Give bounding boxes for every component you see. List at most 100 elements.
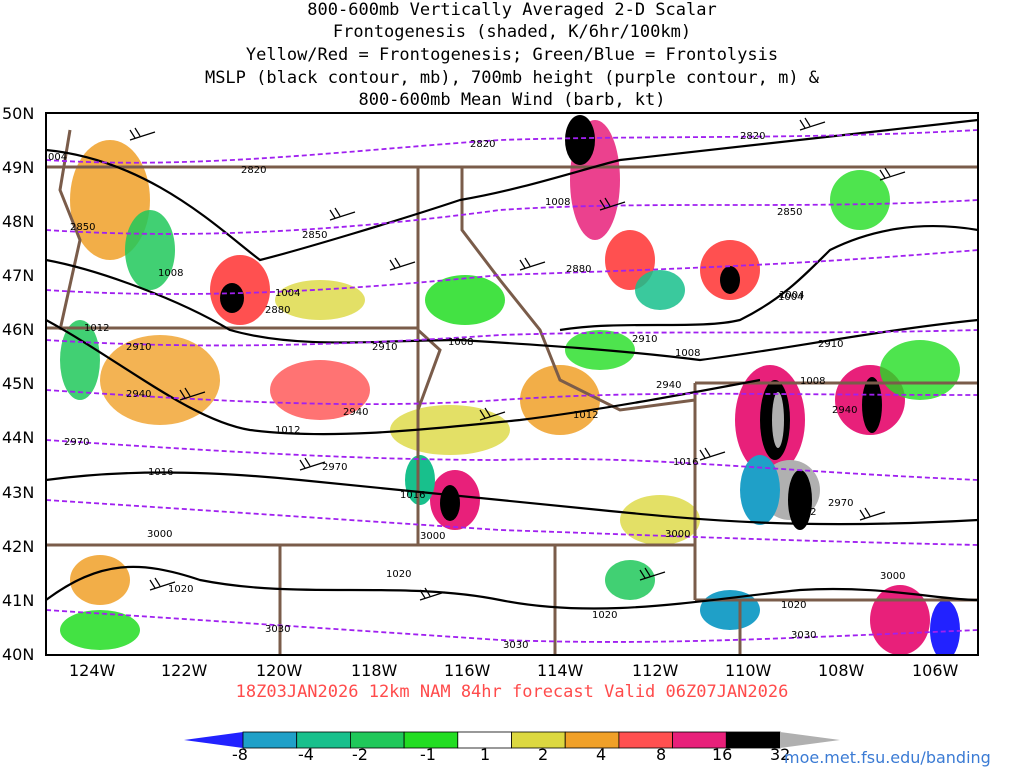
mslp-label: 1004 bbox=[779, 290, 804, 301]
mslp-label: 1004 bbox=[778, 292, 803, 303]
height-label: 2880 bbox=[265, 305, 290, 316]
mslp-label: 004 bbox=[48, 152, 67, 163]
height-label: 2970 bbox=[322, 462, 347, 473]
mslp-label: 1016 bbox=[148, 467, 173, 478]
height-label: 2910 bbox=[372, 342, 397, 353]
mslp-label: 1008 bbox=[545, 197, 570, 208]
height-label: 2940 bbox=[832, 405, 857, 416]
colorbar-tick-label: 4 bbox=[596, 745, 606, 764]
lon-label: 110W bbox=[725, 661, 772, 680]
lon-label: 116W bbox=[444, 661, 491, 680]
colorbar-cell bbox=[564, 731, 620, 749]
lat-label: 47N bbox=[2, 266, 34, 285]
mslp-contour-labels: 004 1008 1004 1012 1008 1012 1016 1016 1… bbox=[48, 152, 825, 621]
height-label: 3030 bbox=[791, 630, 816, 641]
lat-label: 43N bbox=[2, 483, 34, 502]
height-label: 2910 bbox=[818, 339, 843, 350]
height-label: 3000 bbox=[665, 529, 690, 540]
frontogenesis-shading bbox=[60, 115, 960, 655]
mslp-label: 1008 bbox=[158, 268, 183, 279]
colorbar-tick-label: 16 bbox=[712, 745, 732, 764]
height-label: 2820 bbox=[470, 139, 495, 150]
latitude-axis: 50N 49N 48N 47N 46N 45N 44N 43N 42N 41N … bbox=[2, 104, 34, 664]
height-label: 3030 bbox=[503, 640, 528, 651]
lon-label: 106W bbox=[912, 661, 959, 680]
lon-label: 108W bbox=[818, 661, 865, 680]
height-label: 3030 bbox=[265, 624, 290, 635]
colorbar-ticks: -8 -4 -2 -1 1 2 4 8 16 32 bbox=[232, 745, 790, 764]
mslp-label: 1008 bbox=[800, 376, 825, 387]
colorbar-cells bbox=[242, 731, 781, 749]
colorbar-tick-label: 1 bbox=[480, 745, 490, 764]
lat-label: 48N bbox=[2, 212, 34, 231]
lat-label: 50N bbox=[2, 104, 34, 123]
lat-label: 44N bbox=[2, 428, 34, 447]
lon-label: 124W bbox=[69, 661, 116, 680]
title-line-3: Yellow/Red = Frontogenesis; Green/Blue =… bbox=[245, 45, 779, 65]
lon-label: 112W bbox=[632, 661, 679, 680]
map-plot-area: 004 1008 1004 1012 1008 1012 1016 1016 1… bbox=[46, 113, 978, 655]
colorbar: -8 -4 -2 -1 1 2 4 8 16 32 bbox=[184, 731, 840, 764]
title-line-4: MSLP (black contour, mb), 700mb height (… bbox=[204, 68, 820, 88]
height-label: 2970 bbox=[64, 437, 89, 448]
colorbar-tick-label: 8 bbox=[656, 745, 666, 764]
lat-label: 45N bbox=[2, 374, 34, 393]
wind-barbs bbox=[129, 117, 906, 601]
mslp-contours bbox=[46, 118, 978, 610]
mslp-label: 1012 bbox=[573, 410, 598, 421]
mslp-label: 1020 bbox=[386, 569, 411, 580]
height-label: 2850 bbox=[70, 222, 95, 233]
title-line-2: Frontogenesis (shaded, K/6hr/100km) bbox=[332, 22, 692, 42]
colorbar-left-arrow bbox=[184, 732, 243, 748]
colorbar-tick-label: -1 bbox=[420, 745, 436, 764]
height-label: 3000 bbox=[420, 531, 445, 542]
source-credit: moe.met.fsu.edu/banding bbox=[784, 748, 991, 767]
colorbar-tick-label: -8 bbox=[232, 745, 248, 764]
lon-label: 120W bbox=[256, 661, 303, 680]
height-label: 2910 bbox=[126, 342, 151, 353]
height-label: 2850 bbox=[777, 207, 802, 218]
height-label: 2820 bbox=[740, 131, 765, 142]
mslp-label: 1020 bbox=[168, 584, 193, 595]
longitude-axis: 124W 122W 120W 118W 116W 114W 112W 110W … bbox=[69, 661, 959, 680]
mslp-label: 1012 bbox=[275, 425, 300, 436]
colorbar-tick-label: 32 bbox=[770, 745, 790, 764]
mslp-label: 1020 bbox=[781, 600, 806, 611]
lat-label: 40N bbox=[2, 645, 34, 664]
mslp-label: 1012 bbox=[84, 323, 109, 334]
mslp-label: 1020 bbox=[592, 610, 617, 621]
height-label: 2850 bbox=[302, 230, 327, 241]
lat-label: 46N bbox=[2, 320, 34, 339]
colorbar-tick-label: -4 bbox=[298, 745, 314, 764]
mslp-label: 1012 bbox=[791, 507, 816, 518]
mslp-label: 1008 bbox=[675, 348, 700, 359]
height-label: 3000 bbox=[880, 571, 905, 582]
title-line-1: 800-600mb Vertically Averaged 2-D Scalar bbox=[307, 0, 717, 20]
colorbar-cell bbox=[242, 731, 298, 749]
colorbar-tick-label: 2 bbox=[538, 745, 548, 764]
height-label: 2820 bbox=[241, 165, 266, 176]
title-line-5: 800-600mb Mean Wind (barb, kt) bbox=[358, 90, 666, 110]
height-label: 3000 bbox=[147, 529, 172, 540]
mslp-label: 1016 bbox=[673, 457, 698, 468]
height-label: 2970 bbox=[828, 498, 853, 509]
forecast-valid-time: 18Z03JAN2026 12km NAM 84hr forecast Vali… bbox=[235, 682, 789, 702]
lat-label: 41N bbox=[2, 591, 34, 610]
lon-label: 122W bbox=[161, 661, 208, 680]
lon-label: 114W bbox=[537, 661, 584, 680]
height-contours bbox=[46, 129, 978, 643]
height-label: 2910 bbox=[632, 334, 657, 345]
height-contour-labels: 2820 2820 2850 2850 2880 2910 2910 2940 … bbox=[64, 131, 905, 651]
height-label: 2880 bbox=[566, 264, 591, 275]
plot-frame bbox=[45, 112, 979, 656]
lat-label: 42N bbox=[2, 537, 34, 556]
height-label: 2940 bbox=[656, 380, 681, 391]
height-label: 2940 bbox=[343, 407, 368, 418]
lat-label: 49N bbox=[2, 158, 34, 177]
colorbar-right-arrow bbox=[780, 732, 840, 748]
lon-label: 118W bbox=[351, 661, 398, 680]
colorbar-tick-label: -2 bbox=[352, 745, 368, 764]
height-label: 2940 bbox=[126, 389, 151, 400]
mslp-label: 1008 bbox=[448, 337, 473, 348]
